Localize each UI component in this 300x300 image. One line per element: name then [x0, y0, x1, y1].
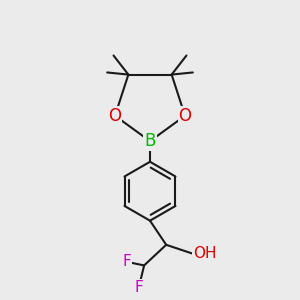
Text: F: F [123, 254, 131, 269]
Text: O: O [178, 107, 191, 125]
Text: F: F [134, 280, 143, 295]
Text: O: O [109, 107, 122, 125]
Text: B: B [144, 132, 156, 150]
Text: OH: OH [193, 246, 216, 261]
